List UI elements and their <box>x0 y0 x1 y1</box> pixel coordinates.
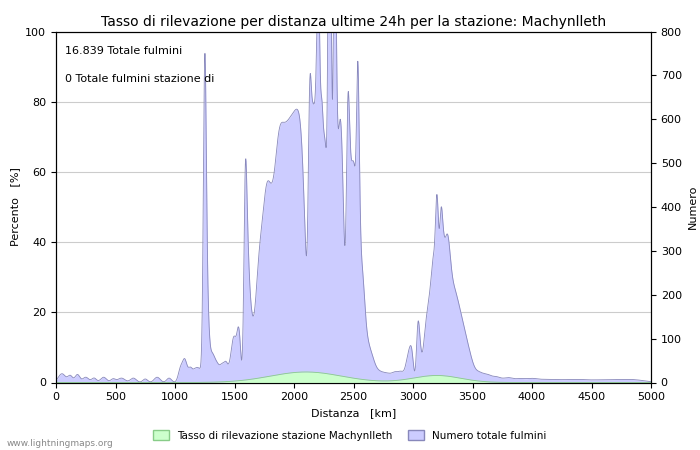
Text: www.lightningmaps.org: www.lightningmaps.org <box>7 439 113 448</box>
Legend: Tasso di rilevazione stazione Machynlleth, Numero totale fulmini: Tasso di rilevazione stazione Machynllet… <box>149 426 551 445</box>
Text: 16.839 Totale fulmini: 16.839 Totale fulmini <box>65 45 182 55</box>
Title: Tasso di rilevazione per distanza ultime 24h per la stazione: Machynlleth: Tasso di rilevazione per distanza ultime… <box>101 15 606 29</box>
Text: 0 Totale fulmini stazione di: 0 Totale fulmini stazione di <box>65 74 214 84</box>
X-axis label: Distanza   [km]: Distanza [km] <box>311 408 396 418</box>
Y-axis label: Numero: Numero <box>687 185 697 229</box>
Y-axis label: Percento   [%]: Percento [%] <box>10 167 20 247</box>
